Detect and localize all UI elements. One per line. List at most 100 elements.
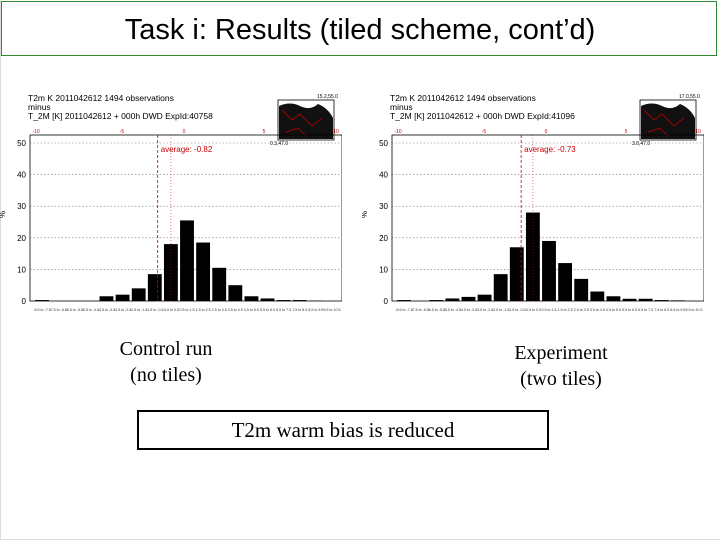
x-tick-label: 3.5 to 4.5	[228, 308, 243, 312]
caption-experiment-line2: (two tiles)	[520, 368, 602, 390]
histogram-bar	[622, 298, 637, 301]
y-tick-label: 50	[17, 139, 26, 148]
top-tick-label: -10	[32, 129, 39, 135]
histogram-bar	[654, 300, 669, 301]
y-axis-label: %	[362, 211, 369, 218]
chart-header-line3: T_2M [K] 2011042612 + 000h DWD ExpId:410…	[390, 111, 575, 121]
histogram-bar	[606, 296, 621, 301]
y-tick-label: 20	[379, 234, 388, 243]
histogram-bar	[590, 291, 605, 301]
x-tick-label: 7.5 to 8.5	[292, 308, 307, 312]
x-tick-label: -2.5 to -1.5	[130, 308, 147, 312]
y-tick-label: 10	[17, 265, 26, 274]
caption-control-line2: (no tiles)	[130, 364, 202, 386]
histogram-bar	[509, 247, 524, 301]
top-tick-label: -5	[120, 129, 125, 135]
map-label-top: 15.2,55.0	[317, 94, 338, 100]
histogram-bar	[558, 263, 573, 301]
map-label-bottom: 0.3,47.0	[270, 141, 288, 147]
histogram-bar	[638, 298, 653, 301]
histogram-bar	[493, 274, 508, 301]
chart-header-line2: minus	[28, 102, 51, 112]
y-tick-label: 40	[379, 171, 388, 180]
top-tick-label: 0	[545, 129, 548, 135]
histogram-bar	[35, 300, 49, 301]
title-box: Task i: Results (tiled scheme, cont’d)	[1, 1, 717, 56]
x-tick-label: -1.5 to -0.5	[146, 308, 163, 312]
caption-experiment-line1: Experiment	[514, 342, 608, 364]
y-tick-label: 0	[384, 297, 389, 306]
chart-header-line3: T_2M [K] 2011042612 + 000h DWD ExpId:407…	[28, 111, 213, 121]
histogram-bar	[477, 294, 492, 301]
x-tick-label: -8.5 to -7.5	[395, 308, 412, 312]
x-tick-label: -5.5 to -4.5	[444, 308, 461, 312]
x-tick-label: 8.5 to 9.5	[670, 308, 685, 312]
average-label: average: -0.82	[161, 145, 213, 154]
map-inset	[277, 99, 335, 141]
y-axis-label: %	[0, 211, 7, 218]
histogram-bar	[99, 296, 114, 301]
caption-experiment: Experiment (two tiles)	[486, 340, 636, 392]
x-tick-label: -4.5 to -3.5	[460, 308, 477, 312]
x-tick-label: -6.5 to -5.5	[428, 308, 445, 312]
x-tick-label: 3.5 to 4.5	[590, 308, 605, 312]
histogram-control-run: T2m K 2011042612 1494 observationsminusT…	[0, 93, 342, 312]
chart-header-line2: minus	[390, 102, 413, 112]
y-tick-label: 40	[17, 171, 26, 180]
y-tick-label: 30	[17, 202, 26, 211]
slide-title: Task i: Results (tiled scheme, cont’d)	[124, 14, 596, 46]
x-tick-label: -3.5 to -2.5	[476, 308, 493, 312]
top-tick-label: 5	[625, 129, 628, 135]
x-tick-label: 4.5 to 5.5	[244, 308, 259, 312]
x-tick-label: -7.5 to -6.5	[49, 308, 66, 312]
x-tick-label: 6.5 to 7.5	[276, 308, 291, 312]
histogram-bar	[244, 296, 259, 301]
conclusion-box: T2m warm bias is reduced	[137, 410, 549, 450]
top-tick-label: -10	[394, 129, 401, 135]
x-tick-label: -6.5 to -5.5	[66, 308, 83, 312]
map-inset	[639, 99, 697, 141]
histogram-bar	[445, 298, 460, 301]
y-tick-label: 20	[17, 234, 26, 243]
x-tick-label: 9.5 to 10.5	[685, 308, 702, 312]
caption-control-line1: Control run	[119, 338, 213, 360]
average-label: average: -0.73	[524, 145, 576, 154]
x-tick-label: 2.5 to 3.5	[574, 308, 589, 312]
x-tick-label: 1.5 to 2.5	[558, 308, 573, 312]
x-tick-label: 4.5 to 5.5	[606, 308, 621, 312]
histogram-bar	[228, 285, 243, 301]
map-landmass	[279, 103, 333, 139]
chart-header-line1: T2m K 2011042612 1494 observations	[390, 93, 536, 103]
x-tick-label: -5.5 to -4.5	[82, 308, 99, 312]
histogram-bar	[525, 212, 540, 301]
x-tick-label: -8.5 to -7.5	[33, 308, 50, 312]
x-tick-label: 8.5 to 9.5	[308, 308, 323, 312]
map-label-bottom: 3.0,47.0	[632, 141, 650, 147]
top-tick-label: 10	[695, 129, 701, 135]
x-tick-label: 0.5 to 1.5	[542, 308, 557, 312]
x-tick-label: -1.5 to -0.5	[508, 308, 525, 312]
histogram-bar	[397, 300, 411, 301]
x-tick-label: 5.5 to 6.5	[260, 308, 275, 312]
top-tick-label: 10	[333, 129, 339, 135]
histogram-bar	[147, 274, 162, 301]
x-tick-label: 7.5 to 8.5	[654, 308, 669, 312]
x-tick-label: -4.5 to -3.5	[98, 308, 115, 312]
histogram-bar	[115, 294, 130, 301]
x-tick-label: -3.5 to -2.5	[114, 308, 131, 312]
x-tick-label: 0.5 to 1.5	[180, 308, 195, 312]
top-tick-label: -5	[482, 129, 487, 135]
map-borders	[643, 109, 685, 137]
x-tick-label: 9.5 to 10.5	[323, 308, 340, 312]
x-tick-label: 5.5 to 6.5	[622, 308, 637, 312]
histogram-bar	[542, 240, 556, 301]
map-borders	[281, 109, 323, 137]
histogram-experiment: T2m K 2011042612 1494 observationsminusT…	[362, 93, 704, 312]
y-tick-label: 0	[22, 297, 27, 306]
x-tick-label: 1.5 to 2.5	[196, 308, 211, 312]
y-tick-label: 30	[379, 202, 388, 211]
histogram-bar	[212, 267, 227, 301]
histogram-bar	[260, 298, 275, 301]
caption-control-run: Control run (no tiles)	[96, 336, 236, 388]
top-tick-label: 5	[263, 129, 266, 135]
